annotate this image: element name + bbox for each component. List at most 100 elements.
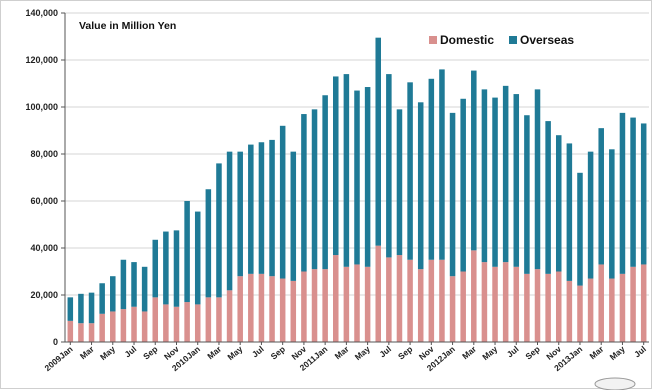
x-tick-label: Sep bbox=[396, 344, 414, 362]
bar-overseas bbox=[619, 112, 626, 274]
x-tick-label: Mar bbox=[78, 343, 97, 361]
y-tick-label: 0 bbox=[53, 337, 58, 347]
bar-overseas bbox=[386, 74, 392, 258]
legend: Domestic Overseas bbox=[429, 33, 574, 47]
bar-overseas bbox=[417, 102, 424, 270]
bar-overseas bbox=[460, 98, 466, 272]
legend-swatch-overseas bbox=[509, 36, 517, 44]
bar-overseas bbox=[640, 123, 647, 265]
bar-domestic bbox=[364, 266, 371, 342]
bar-overseas bbox=[513, 94, 520, 267]
x-tick-label: Mar bbox=[587, 343, 606, 361]
bar-domestic bbox=[471, 250, 477, 342]
bar-domestic bbox=[545, 273, 551, 342]
bar-overseas bbox=[524, 115, 530, 274]
bar-domestic bbox=[417, 269, 424, 342]
bar-overseas bbox=[258, 142, 265, 274]
bar-domestic bbox=[428, 259, 435, 342]
bar-overseas bbox=[534, 89, 541, 270]
legend-label-domestic: Domestic bbox=[440, 33, 494, 47]
bar-overseas bbox=[120, 259, 127, 310]
bar-domestic bbox=[322, 269, 328, 342]
bar-overseas bbox=[609, 149, 615, 279]
bar-domestic bbox=[99, 313, 105, 342]
bar-domestic bbox=[152, 297, 159, 342]
bar-overseas bbox=[364, 87, 371, 267]
x-tick-label: Sep bbox=[141, 344, 159, 362]
x-tick-label: Jul bbox=[377, 344, 393, 360]
bar-overseas bbox=[449, 112, 456, 277]
bar-domestic bbox=[67, 320, 74, 342]
x-tick-label: Sep bbox=[523, 344, 541, 362]
x-tick-label: Jul bbox=[250, 344, 266, 360]
bar-domestic bbox=[311, 269, 318, 342]
bar-domestic bbox=[396, 255, 403, 342]
bar-overseas bbox=[322, 95, 328, 270]
bar-domestic bbox=[163, 304, 169, 342]
bar-domestic bbox=[386, 257, 392, 342]
logo-watermark bbox=[594, 377, 636, 390]
bar-domestic bbox=[354, 264, 360, 342]
bar-domestic bbox=[205, 297, 212, 342]
bar-domestic bbox=[269, 276, 275, 342]
bar-overseas bbox=[205, 189, 212, 298]
x-tick-label: Sep bbox=[269, 344, 287, 362]
bar-domestic bbox=[110, 311, 116, 342]
x-tick-label: May bbox=[98, 344, 117, 362]
bar-domestic bbox=[343, 266, 350, 342]
bar-domestic bbox=[173, 306, 180, 342]
bar-overseas bbox=[577, 172, 583, 286]
bar-domestic bbox=[258, 273, 265, 342]
y-tick-label: 20,000 bbox=[30, 290, 58, 300]
bar-domestic bbox=[439, 259, 445, 342]
bar-domestic bbox=[407, 259, 413, 342]
x-tick-label: Jul bbox=[122, 344, 138, 360]
bar-overseas bbox=[555, 135, 562, 272]
y-tick-label: 100,000 bbox=[25, 102, 58, 112]
chart-title: Value in Million Yen bbox=[79, 20, 176, 32]
bar-domestic bbox=[566, 280, 573, 342]
bar-overseas bbox=[311, 109, 318, 270]
bar-overseas bbox=[492, 97, 498, 267]
x-tick-label: Mar bbox=[205, 343, 224, 361]
bar-domestic bbox=[492, 266, 498, 342]
y-tick-label: 40,000 bbox=[30, 243, 58, 253]
legend-label-overseas: Overseas bbox=[520, 33, 574, 47]
bar-domestic bbox=[141, 311, 148, 342]
bar-domestic bbox=[78, 323, 84, 342]
y-tick-label: 120,000 bbox=[25, 55, 58, 65]
bar-overseas bbox=[269, 139, 275, 277]
bar-overseas bbox=[375, 37, 381, 246]
bar-domestic bbox=[630, 266, 636, 342]
y-axis: 0 20,000 40,000 60,000 80,000 100,000 120,000 1… bbox=[25, 8, 66, 347]
bar-overseas bbox=[343, 74, 350, 267]
x-tick-label: Mar bbox=[333, 343, 352, 361]
bar-domestic bbox=[216, 297, 222, 342]
y-tick-label: 60,000 bbox=[30, 196, 58, 206]
x-tick-label: May bbox=[480, 344, 499, 362]
bar-overseas bbox=[598, 128, 604, 265]
bar-domestic bbox=[279, 278, 286, 342]
bar-domestic bbox=[555, 271, 562, 342]
bar-domestic bbox=[534, 269, 541, 342]
bar-domestic bbox=[481, 262, 488, 342]
bar-overseas bbox=[131, 262, 137, 307]
bar-domestic bbox=[449, 276, 456, 342]
bar-overseas bbox=[99, 283, 105, 314]
bars bbox=[67, 37, 647, 342]
bar-overseas bbox=[407, 82, 413, 260]
bar-overseas bbox=[290, 151, 297, 281]
bar-overseas bbox=[279, 125, 286, 279]
y-tick-label: 80,000 bbox=[30, 149, 58, 159]
x-tick-label: Jul bbox=[632, 344, 648, 360]
bar-domestic bbox=[502, 262, 509, 342]
x-tick-label: May bbox=[353, 344, 372, 362]
bar-domestic bbox=[619, 273, 626, 342]
bar-domestic bbox=[577, 285, 583, 342]
bar-overseas bbox=[301, 114, 307, 272]
bar-overseas bbox=[248, 144, 254, 274]
x-tick-label: Jul bbox=[505, 344, 521, 360]
bar-domestic bbox=[609, 278, 615, 342]
